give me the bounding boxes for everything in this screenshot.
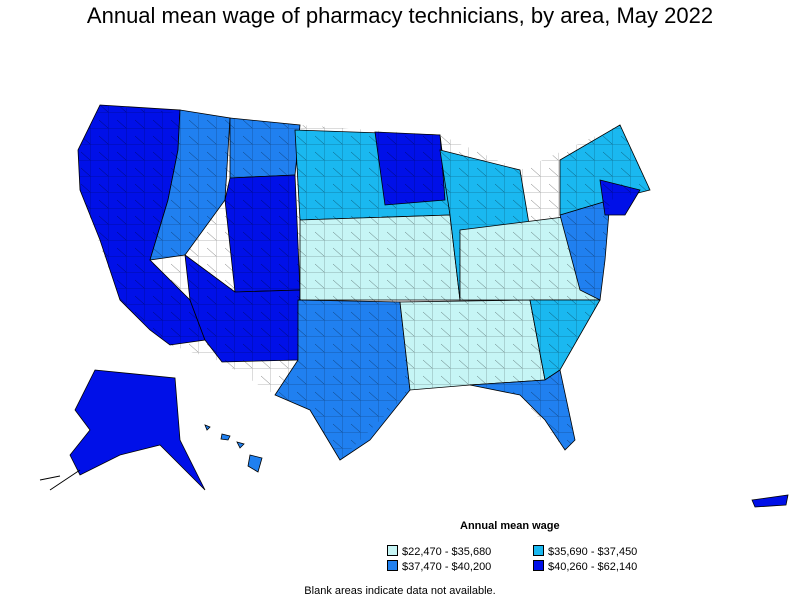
contiguous-us xyxy=(77,104,651,461)
legend-swatch-4 xyxy=(533,560,544,571)
legend-title: Annual mean wage xyxy=(460,520,560,532)
legend-swatch-1 xyxy=(387,545,398,556)
legend-label-3: $37,470 - $40,200 xyxy=(402,561,492,573)
region-hawaii xyxy=(204,424,263,473)
legend-item-2: $35,690 - $37,450 xyxy=(533,545,637,559)
legend-label-2: $35,690 - $37,450 xyxy=(548,546,638,558)
region-alaska xyxy=(69,369,206,491)
legend-swatch-2 xyxy=(533,545,544,556)
footnote: Blank areas indicate data not available. xyxy=(304,585,496,597)
legend-label-1: $22,470 - $35,680 xyxy=(402,546,492,558)
region-puerto-rico xyxy=(751,494,789,508)
legend-label-4: $40,260 - $62,140 xyxy=(548,561,638,573)
legend-item-4: $40,260 - $62,140 xyxy=(533,560,637,574)
legend-item-1: $22,470 - $35,680 xyxy=(387,545,491,559)
legend-item-3: $37,470 - $40,200 xyxy=(387,560,491,574)
map-title: Annual mean wage of pharmacy technicians… xyxy=(86,3,714,28)
legend-swatch-3 xyxy=(387,560,398,571)
